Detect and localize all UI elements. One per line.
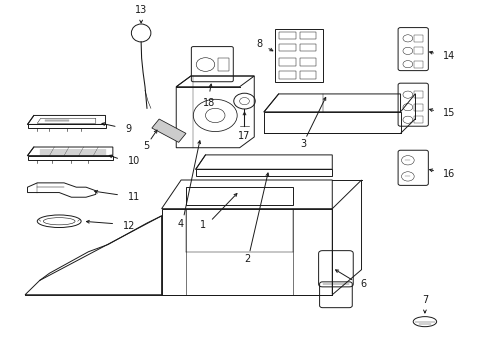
Text: 6: 6 <box>360 279 366 289</box>
Text: 2: 2 <box>244 254 249 264</box>
Text: 3: 3 <box>299 139 305 149</box>
Text: 14: 14 <box>442 51 454 61</box>
Polygon shape <box>152 119 185 142</box>
Text: 17: 17 <box>238 131 250 140</box>
Text: 11: 11 <box>127 192 140 202</box>
Text: 18: 18 <box>203 98 215 108</box>
Text: 5: 5 <box>142 141 149 151</box>
Text: 10: 10 <box>127 156 140 166</box>
Text: 13: 13 <box>135 5 147 15</box>
Text: 9: 9 <box>125 124 131 134</box>
Text: 4: 4 <box>177 219 183 229</box>
Text: 12: 12 <box>122 221 135 231</box>
Text: 16: 16 <box>442 168 454 179</box>
Text: 1: 1 <box>200 220 206 230</box>
Text: 8: 8 <box>256 40 262 49</box>
Text: 7: 7 <box>421 295 427 305</box>
Text: 15: 15 <box>442 108 454 118</box>
